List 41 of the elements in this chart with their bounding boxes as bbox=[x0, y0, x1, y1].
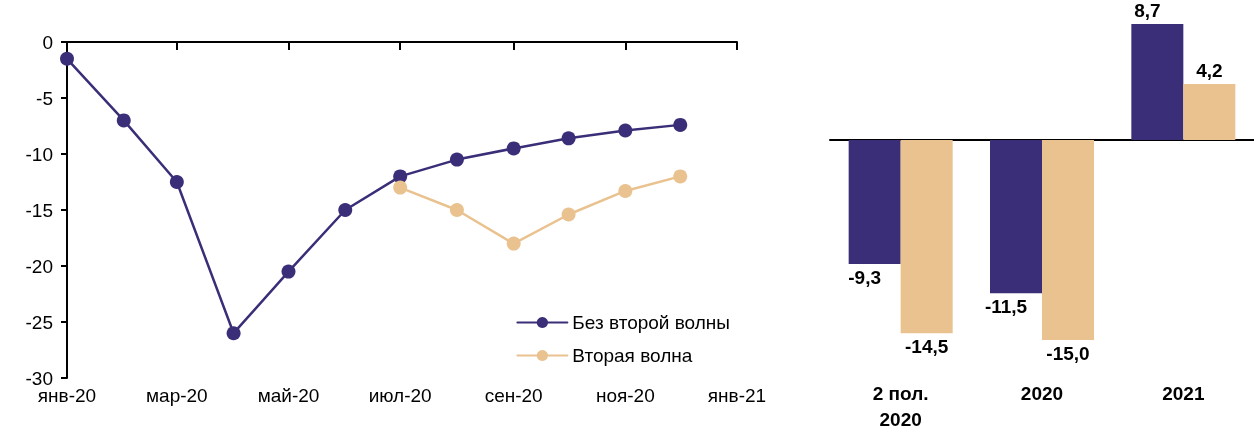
point bbox=[226, 326, 241, 341]
point bbox=[393, 169, 408, 184]
legend-label: Без второй волны bbox=[572, 312, 731, 333]
data-label: -11,5 bbox=[984, 296, 1028, 318]
data-label: -9,3 bbox=[848, 267, 882, 288]
point bbox=[673, 117, 688, 132]
point bbox=[116, 113, 131, 128]
legend-label: Вторая волна bbox=[572, 345, 693, 366]
point bbox=[618, 123, 633, 138]
y-tick-label: -5 bbox=[36, 87, 53, 109]
point bbox=[449, 152, 464, 167]
data-label: -14,5 bbox=[905, 336, 949, 358]
point bbox=[561, 207, 576, 222]
point bbox=[169, 175, 184, 189]
point bbox=[281, 264, 296, 279]
x-tick-label: 2 пол. 2020 bbox=[872, 382, 929, 430]
data-label: 8,7 bbox=[1134, 0, 1161, 21]
x-tick-label: янв-21 bbox=[707, 385, 767, 406]
point bbox=[673, 169, 688, 184]
data-label: 4,2 bbox=[1196, 60, 1223, 81]
x-tick-label: ноя-20 bbox=[595, 385, 655, 406]
x-tick-label: июл-20 bbox=[368, 385, 432, 406]
point bbox=[618, 183, 633, 198]
y-tick-label: -10 bbox=[25, 143, 53, 165]
point bbox=[506, 236, 521, 251]
point bbox=[60, 51, 74, 66]
y-tick-label: -20 bbox=[25, 255, 53, 277]
y-tick-label: -25 bbox=[25, 311, 53, 333]
x-tick-label: май-20 bbox=[257, 385, 320, 406]
point bbox=[561, 131, 576, 146]
x-tick-label: 2020 bbox=[1020, 382, 1064, 404]
point bbox=[338, 203, 353, 217]
data-label: -15,0 bbox=[1046, 343, 1090, 364]
y-tick-label: -15 bbox=[25, 199, 53, 221]
point bbox=[506, 141, 521, 156]
x-tick-label: мар-20 bbox=[146, 385, 208, 406]
x-tick-label: сен-20 bbox=[484, 385, 543, 406]
x-tick-label: 2021 bbox=[1162, 382, 1205, 404]
y-tick-label: 0 bbox=[42, 31, 53, 53]
point bbox=[393, 180, 408, 195]
point bbox=[449, 203, 464, 217]
